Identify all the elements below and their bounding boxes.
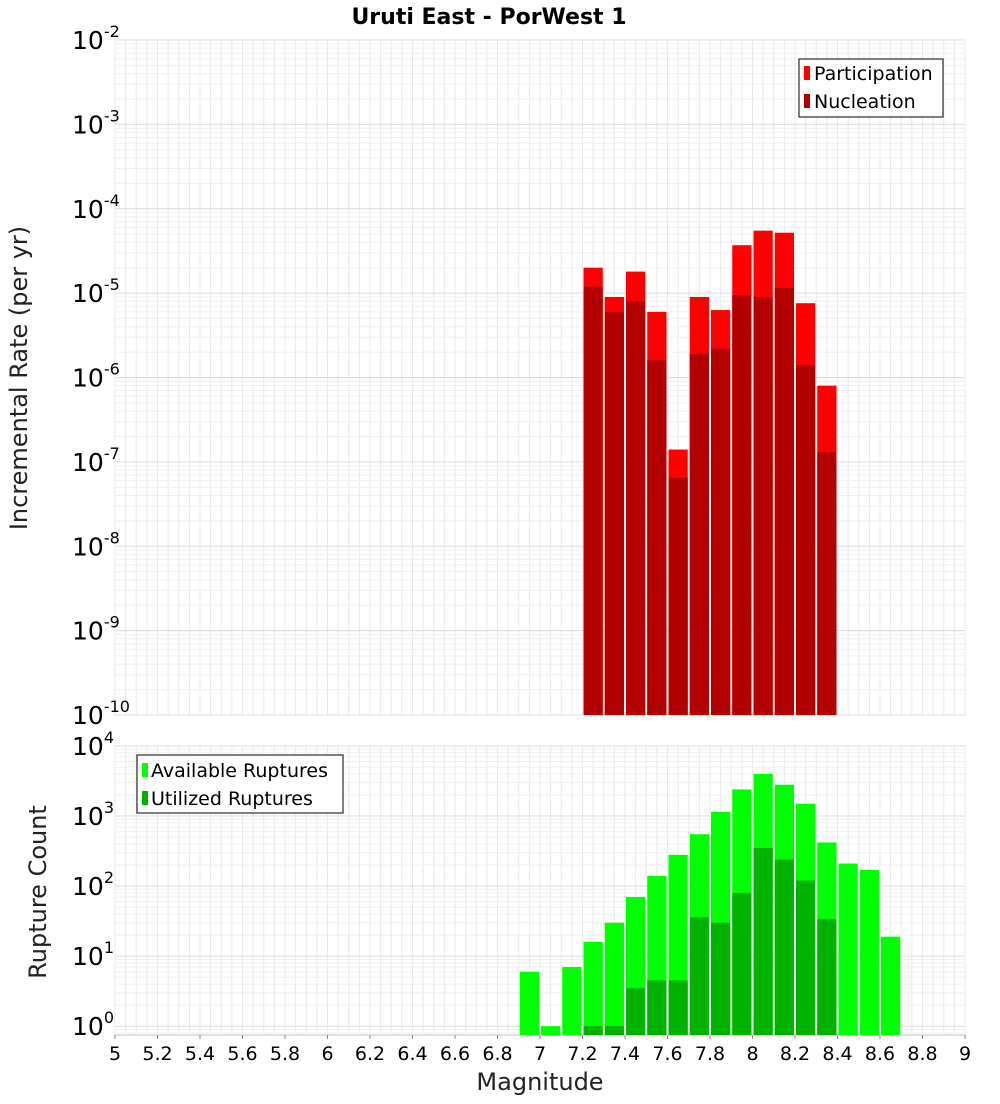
bar-nucleation bbox=[796, 365, 816, 715]
x-tick-label: 5.2 bbox=[142, 1043, 172, 1065]
top-y-tick-label: 10-2 bbox=[72, 22, 120, 55]
top-y-tick-label: 10-8 bbox=[72, 528, 120, 561]
x-tick-label: 8.6 bbox=[865, 1043, 895, 1065]
bottom-y-tick-label: 104 bbox=[72, 728, 114, 761]
top-y-tick-label: 10-4 bbox=[72, 191, 120, 224]
bar-available-ruptures bbox=[838, 863, 858, 1035]
bar-nucleation bbox=[817, 452, 837, 715]
legend-label-participation: Participation bbox=[814, 63, 933, 85]
bar-utilized-ruptures bbox=[604, 1026, 624, 1035]
top-y-tick-label: 10-5 bbox=[72, 275, 120, 308]
rupture-count-panel: 100 101 102 103 104 5 5.2 5.4 5.6 5.8 6 6.2 6.4 6.6 6… bbox=[24, 728, 971, 1096]
bar-nucleation bbox=[753, 296, 773, 715]
x-tick-label: 7.6 bbox=[652, 1043, 682, 1065]
x-tick-label: 7 bbox=[534, 1043, 546, 1065]
top-y-tick-label: 10-6 bbox=[72, 360, 120, 393]
x-tick-label: 8 bbox=[746, 1043, 758, 1065]
bar-available-ruptures bbox=[604, 922, 624, 1035]
top-gridlines bbox=[114, 39, 966, 716]
top-legend-box bbox=[798, 58, 944, 118]
bar-nucleation bbox=[774, 288, 794, 715]
x-tick-label: 6.8 bbox=[482, 1043, 512, 1065]
bar-utilized-ruptures bbox=[732, 892, 752, 1035]
bar-available-ruptures bbox=[541, 1026, 561, 1035]
bar-available-ruptures bbox=[859, 869, 879, 1035]
bar-nucleation bbox=[668, 477, 688, 715]
top-y-tick-label: 10-10 bbox=[72, 697, 130, 730]
top-y-tick-labels: 10-10 10-9 10-8 10-7 10-6 10-5 10-4 10-3 10-2 bbox=[72, 22, 130, 730]
x-tick-label: 9 bbox=[959, 1043, 971, 1065]
bar-available-ruptures bbox=[562, 967, 582, 1035]
bottom-y-tick-label: 103 bbox=[72, 798, 114, 831]
bar-utilized-ruptures bbox=[626, 988, 646, 1035]
bottom-y-tick-labels: 100 101 102 103 104 bbox=[72, 728, 114, 1041]
x-tick-label: 6.6 bbox=[440, 1043, 470, 1065]
top-y-tick-label: 10-3 bbox=[72, 106, 120, 139]
bar-utilized-ruptures bbox=[668, 980, 688, 1035]
legend-label-available: Available Ruptures bbox=[151, 760, 328, 782]
bottom-y-tick-label: 101 bbox=[72, 938, 114, 971]
bottom-bars bbox=[519, 773, 901, 1035]
top-bars bbox=[583, 230, 837, 715]
x-tick-label: 7.2 bbox=[567, 1043, 597, 1065]
bar-utilized-ruptures bbox=[753, 848, 773, 1035]
bottom-legend: Available Ruptures Utilized Ruptures bbox=[136, 754, 344, 814]
top-y-axis-label: Incremental Rate (per yr) bbox=[5, 226, 33, 530]
x-axis-label: Magnitude bbox=[476, 1068, 603, 1096]
bar-nucleation bbox=[626, 301, 646, 715]
bar-nucleation bbox=[583, 286, 603, 715]
bottom-y-tick-label: 100 bbox=[72, 1008, 114, 1041]
bar-nucleation bbox=[647, 360, 667, 715]
bar-nucleation bbox=[732, 295, 752, 715]
bottom-y-tick-label: 102 bbox=[72, 868, 114, 901]
legend-swatch-utilized bbox=[142, 791, 148, 805]
bar-utilized-ruptures bbox=[774, 859, 794, 1035]
x-tick-label: 8.2 bbox=[780, 1043, 810, 1065]
bar-available-ruptures bbox=[881, 936, 901, 1035]
participation-nucleation-panel: 10-10 10-9 10-8 10-7 10-6 10-5 10-4 10-3 10-2 In… bbox=[5, 22, 966, 730]
chart-title: Uruti East - PorWest 1 bbox=[351, 5, 626, 30]
legend-swatch-nucleation bbox=[804, 94, 810, 108]
top-y-tick-label: 10-7 bbox=[72, 444, 120, 477]
legend-label-utilized: Utilized Ruptures bbox=[151, 788, 313, 810]
bar-available-ruptures bbox=[519, 971, 539, 1035]
x-tick-label: 8.4 bbox=[822, 1043, 852, 1065]
x-tick-label: 5.8 bbox=[270, 1043, 300, 1065]
x-tick-label: 5 bbox=[109, 1043, 121, 1065]
x-tick-label: 8.8 bbox=[907, 1043, 937, 1065]
bar-available-ruptures bbox=[583, 941, 603, 1035]
top-legend: Participation Nucleation bbox=[798, 58, 944, 118]
top-y-tick-label: 10-9 bbox=[72, 613, 120, 646]
bar-utilized-ruptures bbox=[689, 917, 709, 1035]
bar-nucleation bbox=[711, 348, 731, 715]
legend-swatch-available bbox=[142, 763, 148, 777]
bar-utilized-ruptures bbox=[583, 1026, 603, 1035]
x-tick-label: 6.4 bbox=[397, 1043, 427, 1065]
x-tick-label: 6.2 bbox=[355, 1043, 385, 1065]
bar-utilized-ruptures bbox=[711, 922, 731, 1035]
legend-swatch-participation bbox=[804, 66, 810, 80]
legend-label-nucleation: Nucleation bbox=[814, 91, 916, 113]
x-tick-label: 7.8 bbox=[695, 1043, 725, 1065]
bar-utilized-ruptures bbox=[796, 880, 816, 1035]
bottom-legend-box bbox=[136, 754, 344, 814]
bottom-y-axis-label: Rupture Count bbox=[24, 805, 52, 979]
x-tick-label: 6 bbox=[321, 1043, 333, 1065]
bar-utilized-ruptures bbox=[817, 918, 837, 1035]
x-tick-label: 7.4 bbox=[610, 1043, 640, 1065]
x-tick-label: 5.4 bbox=[185, 1043, 215, 1065]
x-tick-labels: 5 5.2 5.4 5.6 5.8 6 6.2 6.4 6.6 6.8 7 7.2 7.4 7.6 7.8 8… bbox=[109, 1035, 971, 1065]
bar-utilized-ruptures bbox=[647, 980, 667, 1035]
x-tick-label: 5.6 bbox=[227, 1043, 257, 1065]
bar-nucleation bbox=[604, 311, 624, 715]
bar-nucleation bbox=[689, 353, 709, 715]
